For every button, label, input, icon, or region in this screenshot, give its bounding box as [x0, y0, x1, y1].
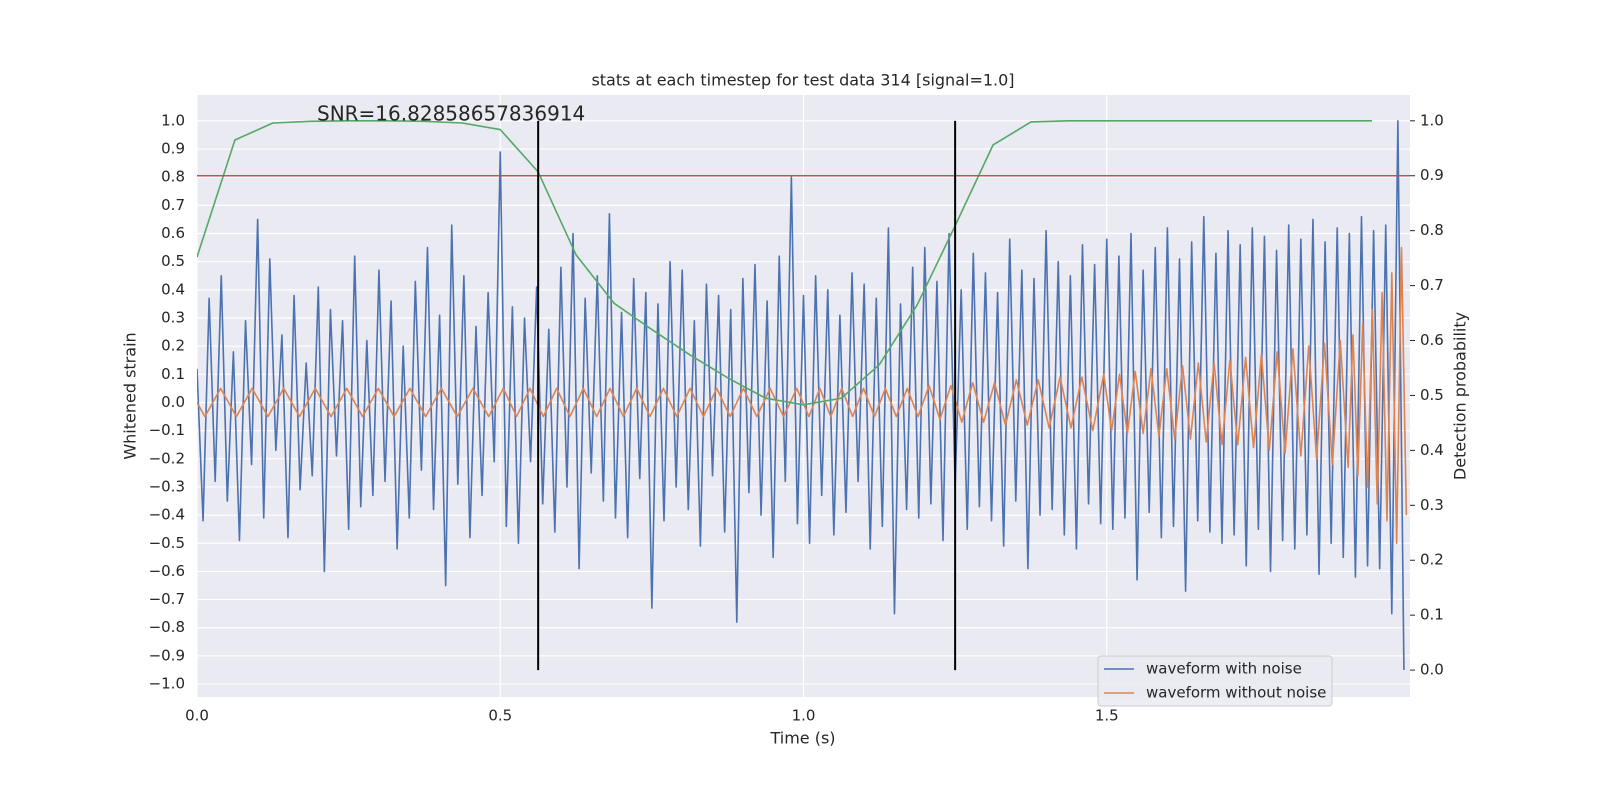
y-tick-label: −0.3	[149, 477, 185, 495]
y-tick-label: 0.4	[161, 280, 185, 298]
y2-tick-label: 0.6	[1420, 331, 1444, 349]
y-tick-label: −0.2	[149, 449, 185, 467]
x-tick-label: 1.0	[792, 707, 816, 725]
legend-label: waveform without noise	[1146, 684, 1326, 702]
y2-tick-label: 0.4	[1420, 441, 1444, 459]
y-tick-label: −1.0	[149, 675, 185, 693]
y-tick-label: 0.7	[161, 196, 185, 214]
y-axis-label: Whitened strain	[121, 332, 140, 459]
y2-tick-label: 0.2	[1420, 551, 1444, 569]
legend-box	[1097, 655, 1333, 707]
y2-tick-label: 0.7	[1420, 276, 1444, 294]
y-tick-label: −0.8	[149, 618, 185, 636]
y2-axis-label: Detection probability	[1451, 312, 1470, 480]
y-tick-label: 0.2	[161, 337, 185, 355]
y2-tick-label: 1.0	[1420, 111, 1444, 129]
y-tick-label: −0.6	[149, 562, 185, 580]
x-tick-label: 0.5	[488, 707, 512, 725]
legend-label: waveform with noise	[1146, 660, 1302, 678]
y2-tick-label: 0.9	[1420, 166, 1444, 184]
chart-title: stats at each timestep for test data 314…	[591, 71, 1014, 90]
annotation: SNR=16.82858657836914	[317, 102, 585, 126]
y2-tick-label: 0.3	[1420, 496, 1444, 514]
y-tick-label: −0.7	[149, 590, 185, 608]
y-tick-label: 0.3	[161, 309, 185, 327]
y-tick-label: 0.5	[161, 252, 185, 270]
series-line	[197, 120, 1373, 406]
series-line	[197, 120, 1405, 670]
y2-tick-label: 0.8	[1420, 221, 1444, 239]
y-tick-label: −0.1	[149, 421, 185, 439]
y-tick-label: 0.0	[161, 393, 185, 411]
x-tick-label: 1.5	[1095, 707, 1119, 725]
y2-tick-label: 0.5	[1420, 386, 1444, 404]
y2-tick-label: 0.1	[1420, 606, 1444, 624]
y-tick-label: −0.4	[149, 506, 185, 524]
x-axis-label: Time (s)	[769, 729, 835, 748]
y-tick-label: −0.5	[149, 534, 185, 552]
y-tick-label: 0.8	[161, 168, 185, 186]
y2-tick-label: 0.0	[1420, 661, 1444, 679]
y-tick-label: 1.0	[161, 111, 185, 129]
series-line	[197, 246, 1408, 545]
x-tick-label: 0.0	[185, 707, 209, 725]
y-tick-label: 0.1	[161, 365, 185, 383]
y-tick-label: −0.9	[149, 646, 185, 664]
y-tick-label: 0.6	[161, 224, 185, 242]
y-tick-label: 0.9	[161, 140, 185, 158]
